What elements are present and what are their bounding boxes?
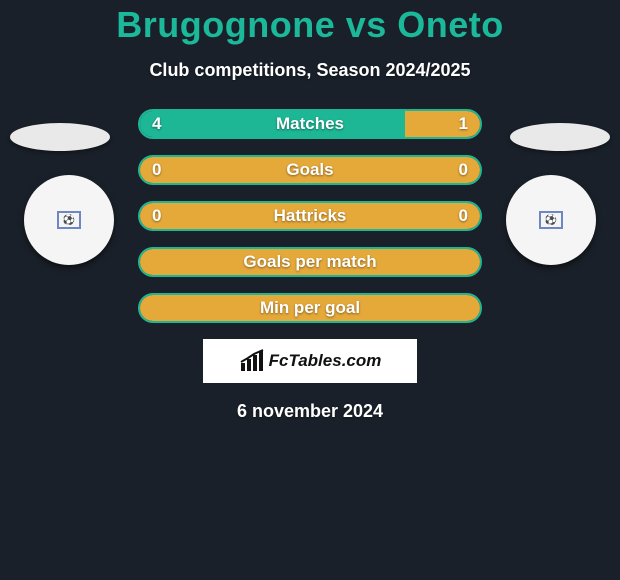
stat-bar: Goals per match: [138, 247, 482, 277]
stat-value-left: 4: [152, 111, 161, 137]
stat-bar-left-fill: [140, 111, 405, 137]
stat-bar-bg: [140, 203, 480, 229]
stat-bar-bg: [140, 249, 480, 275]
stat-bar-right-fill: [405, 111, 480, 137]
stat-row: Goals00: [138, 155, 482, 185]
stat-bar-bg: [140, 295, 480, 321]
date-label: 6 november 2024: [0, 401, 620, 422]
stat-value-right: 0: [459, 157, 468, 183]
stat-value-right: 0: [459, 203, 468, 229]
stat-value-right: 1: [459, 111, 468, 137]
brand-box: FcTables.com: [203, 339, 417, 383]
stat-bar: Min per goal: [138, 293, 482, 323]
stat-bar: Hattricks00: [138, 201, 482, 231]
stat-value-left: 0: [152, 203, 161, 229]
stat-row: Hattricks00: [138, 201, 482, 231]
stat-value-left: 0: [152, 157, 161, 183]
page-title: Brugognone vs Oneto: [0, 0, 620, 46]
subtitle: Club competitions, Season 2024/2025: [0, 60, 620, 81]
stats-container: Matches41Goals00Hattricks00Goals per mat…: [0, 81, 620, 323]
stat-bar: Matches41: [138, 109, 482, 139]
stat-row: Goals per match: [138, 247, 482, 277]
brand-text: FcTables.com: [269, 351, 382, 371]
stat-bar: Goals00: [138, 155, 482, 185]
stat-row: Matches41: [138, 109, 482, 139]
stat-row: Min per goal: [138, 293, 482, 323]
stat-bar-bg: [140, 157, 480, 183]
brand-chart-icon: [239, 349, 267, 373]
